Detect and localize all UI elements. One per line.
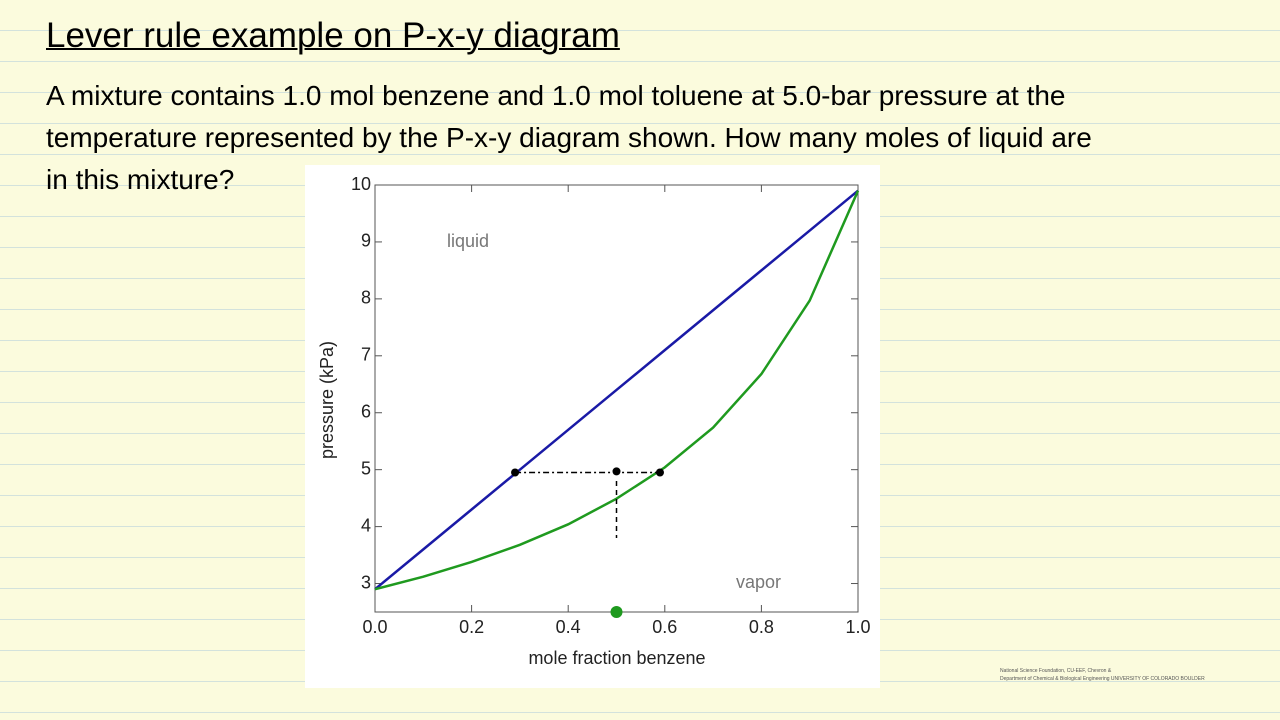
x-tick-label: 0.6 [652,617,677,637]
hand-point [612,467,621,476]
x-tick-label: 0.2 [459,617,484,637]
region-label: liquid [447,231,489,251]
question-line: A mixture contains 1.0 mol benzene and 1… [46,80,1066,111]
y-tick-label: 7 [361,345,371,365]
slide-title: Lever rule example on P-x-y diagram [46,16,620,55]
y-tick-label: 10 [351,174,371,194]
hand-point [655,468,664,477]
y-tick-label: 9 [361,231,371,251]
footer-line: National Science Foundation, CU-EEF, Che… [1000,668,1112,674]
y-tick-label: 5 [361,458,371,478]
x-tick-label: 0.8 [749,617,774,637]
region-label: vapor [736,572,781,592]
x-axis-label: mole fraction benzene [528,648,705,668]
y-tick-label: 6 [361,401,371,421]
y-axis-label: pressure (kPa) [317,341,337,459]
x-tick-label: 0.4 [556,617,581,637]
question-line: in this mixture? [46,164,235,195]
y-tick-label: 4 [361,515,371,535]
x-tick-label: 1.0 [845,617,870,637]
y-tick-label: 8 [361,288,371,308]
curve [374,190,860,591]
curve [374,189,859,591]
y-tick-label: 3 [361,572,371,592]
feed-point [610,606,623,618]
x-tick-label: 0.0 [362,617,387,637]
question-line: temperature represented by the P-x-y dia… [46,122,1092,153]
footer-line: Department of Chemical & Biological Engi… [1000,676,1205,682]
hand-point [511,468,520,477]
